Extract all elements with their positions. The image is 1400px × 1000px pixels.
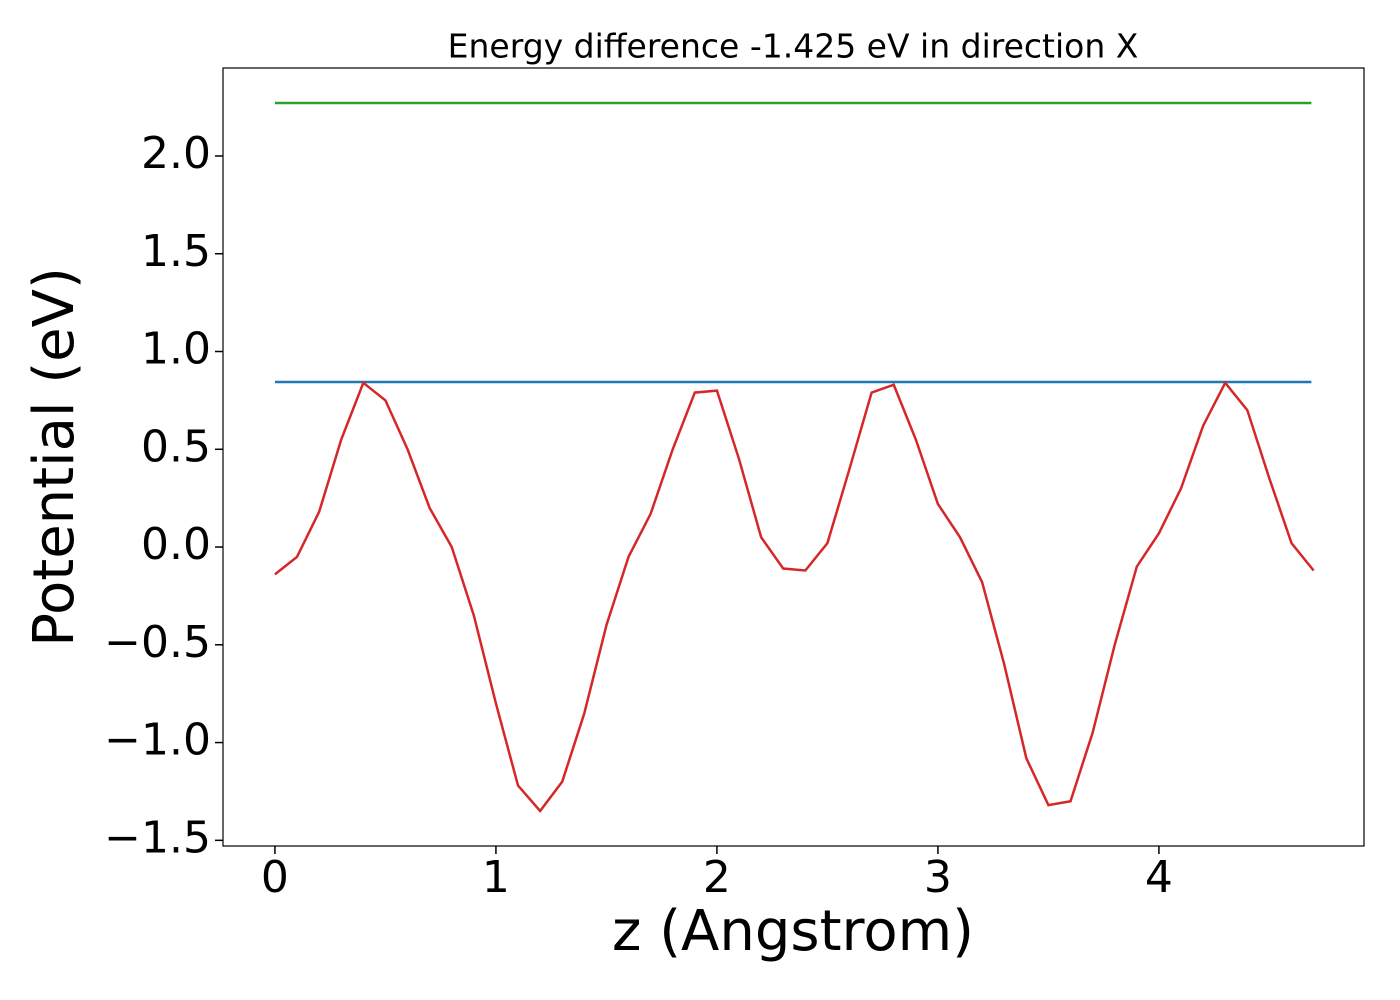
y-tick-label: 1.5 xyxy=(141,226,211,277)
x-tick-label: 3 xyxy=(924,852,952,903)
x-tick-label: 2 xyxy=(703,852,731,903)
y-tick-label: 2.0 xyxy=(141,128,211,179)
x-tick-label: 4 xyxy=(1145,852,1173,903)
y-tick-label: −0.5 xyxy=(104,617,211,668)
chart-title: Energy difference -1.425 eV in direction… xyxy=(448,27,1139,66)
line-series xyxy=(274,380,1315,813)
y-tick-label: −1.5 xyxy=(104,812,211,863)
y-tick-label: 0.0 xyxy=(141,519,211,570)
y-axis-label: Potential (eV) xyxy=(22,267,87,647)
y-tick-label: 1.0 xyxy=(141,324,211,375)
x-tick-label: 1 xyxy=(482,852,510,903)
x-tick-label: 0 xyxy=(261,852,289,903)
x-axis-label: z (Angstrom) xyxy=(612,899,974,964)
y-tick-label: −1.0 xyxy=(104,715,211,766)
y-tick-label: 0.5 xyxy=(141,421,211,472)
plot-frame xyxy=(222,67,1365,847)
